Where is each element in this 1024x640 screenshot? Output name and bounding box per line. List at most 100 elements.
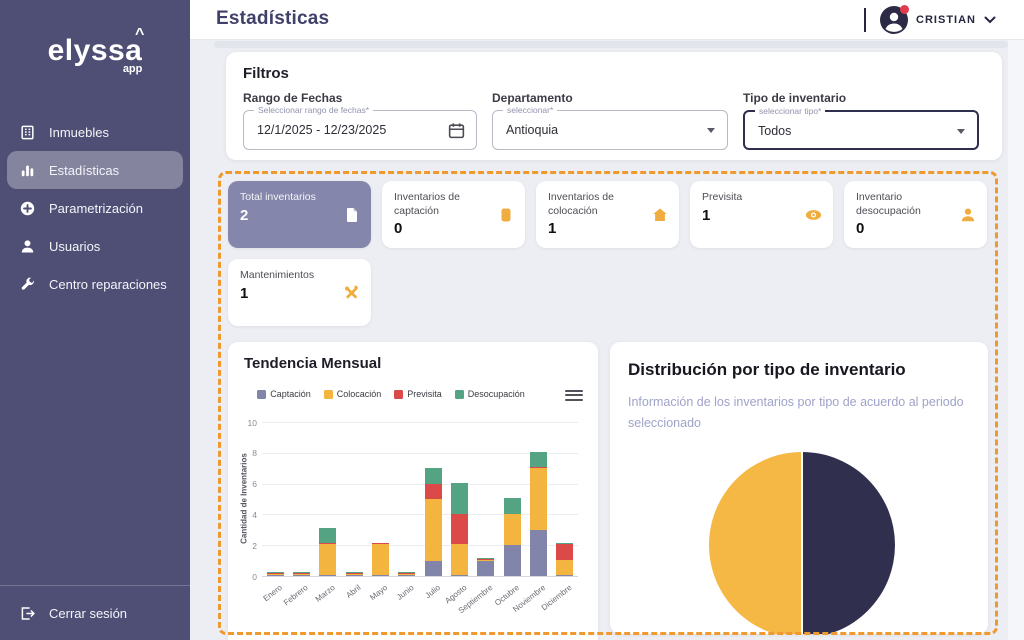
bar-segment bbox=[556, 544, 574, 560]
bar-noviembre bbox=[530, 451, 547, 576]
tools-icon bbox=[344, 285, 359, 298]
legend-label: Captación bbox=[270, 389, 311, 399]
bar-segment bbox=[424, 468, 442, 484]
bar-segment bbox=[424, 560, 442, 576]
bar-segment bbox=[293, 575, 310, 576]
sidebar-item-centro-reparaciones[interactable]: Centro reparaciones bbox=[7, 265, 183, 303]
bar-segment bbox=[345, 574, 363, 576]
filters-title: Filtros bbox=[243, 65, 289, 82]
pie-divider bbox=[801, 452, 803, 634]
stat-card-mantenimientos[interactable]: Mantenimientos 1 bbox=[228, 259, 371, 326]
chart-menu-icon[interactable] bbox=[565, 387, 583, 403]
bar-segment bbox=[503, 545, 521, 576]
bar-segment bbox=[345, 575, 363, 576]
stat-card-previsita[interactable]: Previsita 1 bbox=[690, 181, 833, 248]
x-tick-label: Marzo bbox=[313, 583, 337, 604]
sidebar-item-parametrizacion[interactable]: Parametrización bbox=[7, 189, 183, 227]
dropdown-arrow-icon bbox=[957, 129, 965, 134]
filter-label: Rango de Fechas bbox=[243, 91, 343, 105]
bar-diciembre bbox=[556, 543, 574, 576]
legend-swatch bbox=[257, 389, 267, 399]
gridline bbox=[262, 483, 578, 485]
bar-mayo bbox=[372, 542, 389, 576]
y-tick-label: 0 bbox=[252, 571, 257, 582]
filter-label: Departamento bbox=[492, 91, 573, 105]
chart-legend: Captación Colocación Previsita Desocupac… bbox=[228, 389, 554, 399]
sidebar-nav: Inmuebles Estadísticas Parametrización U… bbox=[0, 113, 190, 303]
department-select[interactable]: seleccionar* Antioquia bbox=[492, 105, 728, 150]
stat-label: Previsita bbox=[702, 191, 743, 203]
bar-segment bbox=[319, 575, 337, 576]
bar-segment bbox=[424, 499, 442, 561]
sidebar-item-estadisticas[interactable]: Estadísticas bbox=[7, 151, 183, 189]
legend-swatch bbox=[454, 389, 464, 399]
bar-segment bbox=[319, 528, 337, 544]
logo-sub: app bbox=[122, 63, 143, 75]
bar-segment bbox=[266, 575, 284, 576]
x-tick-label: Mayo bbox=[368, 583, 390, 603]
x-tick-label: Junio bbox=[394, 583, 416, 602]
user-icon bbox=[21, 239, 34, 252]
bar-septiembre bbox=[477, 557, 495, 576]
bar-enero bbox=[266, 572, 284, 576]
y-tick-label: 8 bbox=[252, 448, 257, 459]
y-axis-label: Cantidad de Inventarios bbox=[239, 453, 249, 544]
legend-label: Colocación bbox=[336, 389, 382, 399]
bar-segment bbox=[556, 543, 574, 545]
bar-marzo bbox=[319, 528, 337, 576]
calendar-icon[interactable] bbox=[447, 121, 466, 140]
legend-item-colocacion[interactable]: Colocación bbox=[323, 389, 382, 399]
stat-label: Total inventarios bbox=[240, 191, 316, 203]
stat-value: 1 bbox=[702, 206, 711, 224]
department-value: Antioquia bbox=[506, 123, 559, 137]
bar-segment bbox=[530, 467, 547, 469]
date-range-input[interactable]: Seleccionar rango de fechas* 12/1/2025 -… bbox=[243, 105, 477, 150]
vertical-scrollbar[interactable] bbox=[1008, 40, 1024, 640]
legend-item-captacion[interactable]: Captación bbox=[257, 389, 311, 399]
house-icon bbox=[653, 208, 667, 221]
legend-label: Previsita bbox=[407, 389, 442, 399]
logout-button[interactable]: Cerrar sesión bbox=[7, 598, 183, 628]
bar-segment bbox=[319, 543, 337, 545]
legend-label: Desocupación bbox=[467, 389, 525, 399]
stat-label: Inventarios de colocación bbox=[548, 191, 614, 217]
filter-department: Departamento seleccionar* Antioquia bbox=[492, 91, 728, 150]
gridline bbox=[262, 545, 578, 547]
x-tick-label: Enero bbox=[261, 583, 284, 604]
distribution-chart-card: Distribución por tipo de inventario Info… bbox=[610, 342, 988, 634]
bar-segment bbox=[477, 557, 495, 559]
y-tick-label: 2 bbox=[252, 540, 257, 551]
distribution-title: Distribución por tipo de inventario bbox=[628, 360, 906, 379]
stat-card-desocupacion[interactable]: Inventario desocupación 0 bbox=[844, 181, 987, 248]
bar-segment bbox=[503, 498, 521, 514]
bar-segment bbox=[372, 544, 389, 576]
trend-chart-title: Tendencia Mensual bbox=[244, 355, 382, 372]
logout-label: Cerrar sesión bbox=[49, 605, 128, 621]
inventory-type-value: Todos bbox=[758, 124, 792, 138]
bar-segment bbox=[451, 575, 468, 576]
horizontal-scrollbar[interactable] bbox=[214, 41, 1008, 48]
stat-card-colocacion[interactable]: Inventarios de colocación 1 bbox=[536, 181, 679, 248]
legend-item-previsita[interactable]: Previsita bbox=[394, 389, 442, 399]
legend-item-desocupacion[interactable]: Desocupación bbox=[454, 389, 525, 399]
bar-segment bbox=[530, 451, 547, 468]
stat-label: Inventarios de captación bbox=[394, 191, 460, 217]
sidebar-item-inmuebles[interactable]: Inmuebles bbox=[7, 113, 183, 151]
bar-segment bbox=[451, 544, 468, 576]
inventory-type-select[interactable]: seleccionar tipo* Todos bbox=[743, 106, 979, 150]
user-name: CRISTIAN bbox=[916, 14, 976, 26]
user-menu[interactable]: CRISTIAN bbox=[864, 0, 996, 40]
bar-segment bbox=[345, 573, 363, 575]
bar-febrero bbox=[293, 572, 310, 576]
document-icon bbox=[347, 207, 357, 222]
bar-segment bbox=[372, 542, 389, 544]
sidebar-item-usuarios[interactable]: Usuarios bbox=[7, 227, 183, 265]
x-tick-label: Febrero bbox=[282, 583, 311, 608]
stat-card-captacion[interactable]: Inventarios de captación 0 bbox=[382, 181, 525, 248]
bar-segment bbox=[372, 543, 389, 545]
bar-segment bbox=[398, 575, 416, 576]
bar-segment bbox=[319, 544, 337, 576]
bar-segment bbox=[266, 572, 284, 574]
stat-card-total-inventarios[interactable]: Total inventarios 2 bbox=[228, 181, 371, 248]
